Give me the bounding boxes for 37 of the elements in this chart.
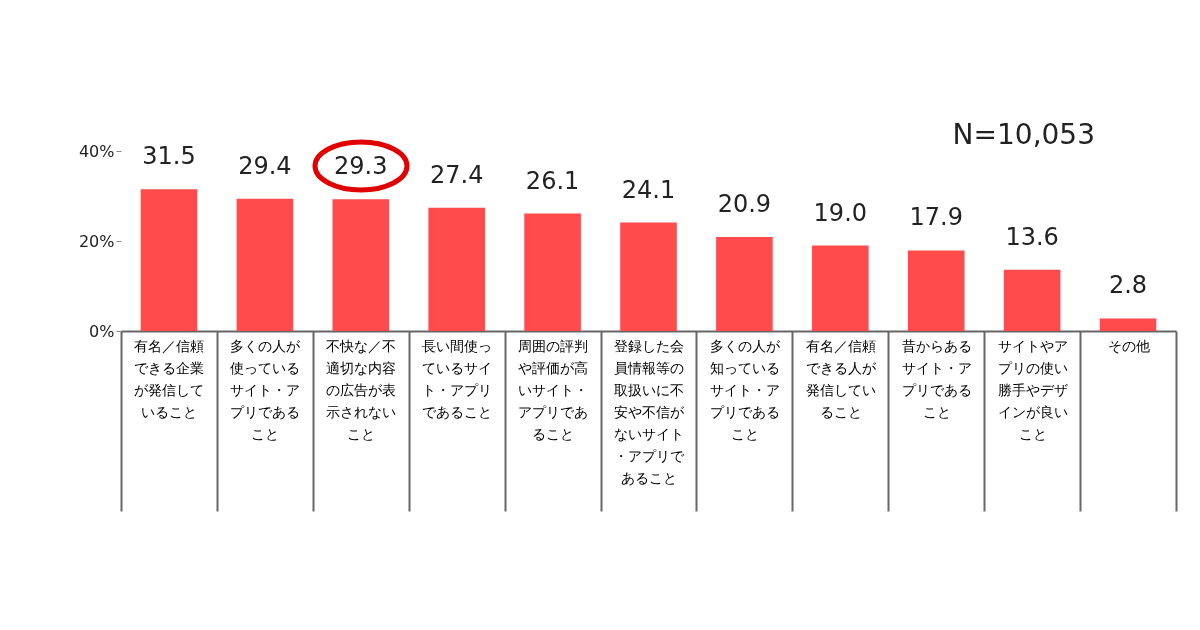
bar — [1003, 269, 1061, 331]
x-tick-label: 多くの人が知っているサイト・アプリであること — [709, 337, 781, 442]
data-label: 31.5 — [142, 142, 196, 171]
bar — [140, 189, 198, 331]
data-label: 24.1 — [621, 175, 676, 204]
bar — [716, 236, 773, 331]
bar — [236, 198, 294, 331]
x-tick-label: その他 — [1107, 337, 1150, 354]
bar — [428, 207, 485, 331]
bar — [524, 213, 581, 331]
y-tick-label: 20% — [78, 231, 115, 251]
bar — [812, 245, 869, 331]
x-tick-label: 多くの人が使っているサイト・アプリであること — [230, 337, 302, 442]
data-label: 29.4 — [238, 151, 292, 180]
data-label: 17.9 — [909, 203, 963, 232]
x-tick-label: サイトやアプリの使い勝手やデザインが良いこと — [997, 337, 1068, 442]
bar — [620, 222, 677, 331]
x-tick-label: 長い間使っているサイト・アプリであること — [422, 337, 493, 420]
x-tick-label: 有名／信頼できる企業が発信していること — [134, 337, 205, 420]
data-label: 13.6 — [1005, 222, 1059, 251]
data-label: 29.3 — [334, 152, 388, 181]
data-label: 2.8 — [1108, 271, 1148, 300]
y-tick-label: 0% — [89, 321, 115, 341]
x-tick-label: 不快な／不適切な内容の広告が表示されないこと — [326, 337, 397, 442]
x-tick-label: 登録した会員情報等の取扱いに不安や不信がないサイト・アプリであること — [614, 337, 685, 486]
data-label: 27.4 — [429, 160, 484, 189]
bar — [907, 250, 965, 331]
x-tick-label: 有名／信頼できる人が発信していること — [805, 337, 877, 420]
data-label: 20.9 — [717, 189, 772, 218]
bar — [1099, 318, 1157, 331]
bar — [332, 199, 390, 331]
x-tick-label: 昔からあるサイト・アプリであること — [901, 337, 972, 420]
y-tick-label: 40% — [78, 141, 115, 161]
x-tick-label: 周囲の評判や評価が高いサイト・アプリであること — [518, 337, 589, 442]
text: N=10,053 — [952, 118, 1095, 151]
data-label: 26.1 — [525, 166, 580, 195]
data-label: 19.0 — [813, 198, 868, 227]
